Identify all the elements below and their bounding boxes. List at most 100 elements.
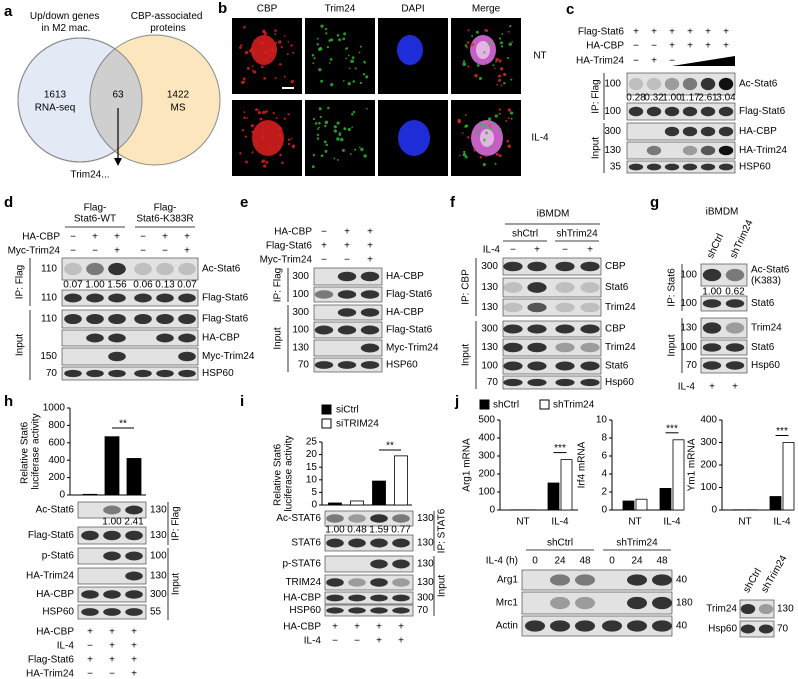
blot-label: Stat6 xyxy=(605,361,629,372)
band xyxy=(134,369,152,378)
blot-label: Hsp60 xyxy=(708,624,737,635)
speckle xyxy=(252,70,257,74)
blot-label: Flag-Stat6 xyxy=(386,325,433,336)
blot-label: HA-Trim24 xyxy=(739,145,787,156)
mw-marker: 300 xyxy=(417,593,434,604)
channel-label: Merge xyxy=(472,4,501,15)
y-tick-label: 200 xyxy=(48,472,65,483)
treatment-mark: − xyxy=(70,232,76,243)
band xyxy=(503,302,523,313)
blot-label: p-STAT6 xyxy=(282,559,321,570)
bar xyxy=(82,493,98,496)
speckle xyxy=(268,44,271,47)
band xyxy=(156,293,174,303)
band xyxy=(527,361,547,371)
band xyxy=(718,106,734,117)
time-point: 24 xyxy=(554,556,566,567)
speckle xyxy=(240,44,243,47)
band xyxy=(103,530,121,541)
treatment-label: Myc-Trim24 xyxy=(8,246,61,257)
band xyxy=(652,620,672,632)
bar xyxy=(782,442,795,511)
speckle xyxy=(290,138,293,140)
mw-marker: 180 xyxy=(676,598,693,609)
channel-label: CBP xyxy=(257,4,278,15)
speckle xyxy=(317,136,319,139)
band xyxy=(348,607,366,614)
speckle xyxy=(498,154,502,158)
blot-label: Stat6 xyxy=(605,282,629,293)
bar xyxy=(560,459,573,511)
y-tick-label: 5 xyxy=(311,487,317,498)
speckle xyxy=(495,152,499,156)
speckle xyxy=(461,132,464,135)
treatment-mark: + xyxy=(669,27,675,38)
section-label: IP: Flag xyxy=(591,79,602,113)
treatment-label: HA-CBP xyxy=(274,227,312,238)
bar xyxy=(126,458,142,496)
band xyxy=(370,538,388,548)
speckle xyxy=(324,149,328,153)
band xyxy=(525,620,545,632)
speckle xyxy=(489,145,492,148)
set-label: Up/down genes in M2 mac. xyxy=(30,11,102,34)
bar xyxy=(394,455,408,506)
blot-label: Mrc1 xyxy=(496,598,519,609)
quantification: 0.13 xyxy=(155,280,175,291)
blot-strip xyxy=(313,339,383,357)
blot-strip xyxy=(502,338,602,357)
treatment-label: HA-CBP xyxy=(22,232,60,243)
mw-marker: 130 xyxy=(417,538,434,549)
blot-label: Trim24 xyxy=(706,604,737,615)
mw-marker: 130 xyxy=(150,505,167,516)
speckle xyxy=(359,81,363,85)
blot-label: HSP60 xyxy=(42,607,74,618)
nucleus xyxy=(398,120,430,156)
lane-group: shCtrl xyxy=(547,538,573,549)
mw-marker: 130 xyxy=(150,571,167,582)
mw-marker: 100 xyxy=(604,79,621,90)
speckle xyxy=(318,121,321,125)
bar xyxy=(372,480,386,506)
band xyxy=(326,538,344,548)
lane-group: shTrim24 xyxy=(616,538,658,549)
band xyxy=(314,290,334,299)
blot-label: p-Stat6 xyxy=(42,551,75,562)
speckle xyxy=(263,31,267,36)
blot-label: HA-CBP xyxy=(202,333,240,344)
band xyxy=(108,333,126,343)
speckle xyxy=(333,157,336,160)
treatment-mark: + xyxy=(367,227,373,238)
significance: *** xyxy=(776,426,788,437)
section-label: Input xyxy=(171,573,182,595)
significance: ** xyxy=(386,441,394,452)
speckle xyxy=(278,134,282,137)
speckle xyxy=(485,63,488,65)
speckle xyxy=(238,46,242,49)
blot-label: HA-CBP xyxy=(283,593,321,604)
speckle xyxy=(487,117,492,121)
speckle xyxy=(500,84,503,87)
speckle xyxy=(467,29,470,32)
speckle xyxy=(330,83,334,87)
speckle xyxy=(244,135,248,138)
band xyxy=(550,620,570,632)
mw-marker: 40 xyxy=(676,621,688,632)
speckle xyxy=(320,154,324,158)
legend-label: shCtrl xyxy=(493,400,519,411)
band xyxy=(700,126,716,137)
nucleus-core xyxy=(480,129,494,147)
y-tick-label: 15 xyxy=(306,462,318,473)
blot-strip xyxy=(626,122,736,141)
construct-label: Flag-Stat6-K383R xyxy=(136,202,193,224)
speckle xyxy=(333,129,337,133)
y-tick-label: 0 xyxy=(59,490,65,501)
mw-marker: 100 xyxy=(604,106,621,117)
blot-label: Flag-Stat6 xyxy=(386,289,433,300)
quantification: 1.00 xyxy=(702,287,722,298)
speckle xyxy=(325,143,329,147)
speckle xyxy=(501,33,504,35)
treatment-mark: + xyxy=(184,246,190,257)
speckle xyxy=(494,67,496,70)
speckle xyxy=(351,126,353,129)
